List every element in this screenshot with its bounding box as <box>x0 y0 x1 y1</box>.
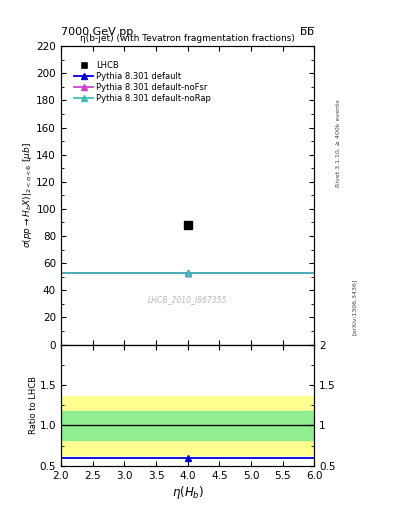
Text: [arXiv:1306.3436]: [arXiv:1306.3436] <box>352 279 357 335</box>
Text: η(b-jet) (with Tevatron fragmentation fractions): η(b-jet) (with Tevatron fragmentation fr… <box>80 34 295 43</box>
Y-axis label: $\sigma(pp \to H_b X)|_{2<\eta<6}\ [\mu b]$: $\sigma(pp \to H_b X)|_{2<\eta<6}\ [\mu … <box>22 142 35 248</box>
Y-axis label: Ratio to LHCB: Ratio to LHCB <box>29 376 38 434</box>
Text: b̅b̅: b̅b̅ <box>300 27 314 37</box>
Text: Rivet 3.1.10, ≥ 400k events: Rivet 3.1.10, ≥ 400k events <box>336 99 341 187</box>
X-axis label: $\eta(H_b)$: $\eta(H_b)$ <box>172 483 204 501</box>
Legend: LHCB, Pythia 8.301 default, Pythia 8.301 default-noFsr, Pythia 8.301 default-noR: LHCB, Pythia 8.301 default, Pythia 8.301… <box>73 59 213 105</box>
Text: LHCB_2010_I867355: LHCB_2010_I867355 <box>148 295 227 304</box>
Text: 7000 GeV pp: 7000 GeV pp <box>61 27 133 37</box>
